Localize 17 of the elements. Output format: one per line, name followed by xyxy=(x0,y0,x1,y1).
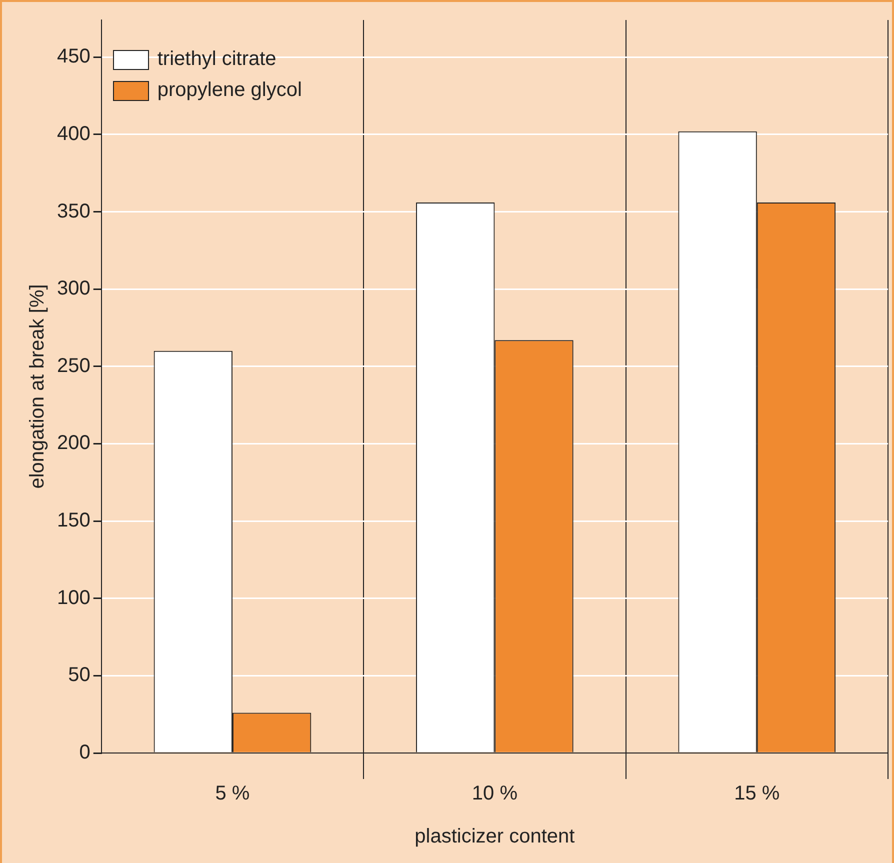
x-axis-title: plasticizer content xyxy=(414,826,576,848)
x-tick-label: 15 % xyxy=(734,782,780,805)
y-tick-label: 50 xyxy=(68,664,90,686)
y-tick-label: 450 xyxy=(56,46,90,68)
y-tick-label: 200 xyxy=(56,432,90,454)
y-tick-label: 100 xyxy=(56,586,90,609)
y-tick-label: 250 xyxy=(56,354,90,377)
y-axis-title: elongation at break [%] xyxy=(26,284,49,489)
y-tick-label: 150 xyxy=(56,510,90,532)
x-tick-label: 5 % xyxy=(215,782,250,805)
y-tick-label: 0 xyxy=(79,742,90,764)
y-tick-label: 400 xyxy=(56,122,90,145)
x-tick-label: 10 % xyxy=(472,782,518,805)
legend-label: triethyl citrate xyxy=(157,48,276,71)
legend-label: propylene glycol xyxy=(157,79,302,102)
y-tick-label: 300 xyxy=(56,278,90,300)
y-tick-label: 350 xyxy=(56,200,90,222)
